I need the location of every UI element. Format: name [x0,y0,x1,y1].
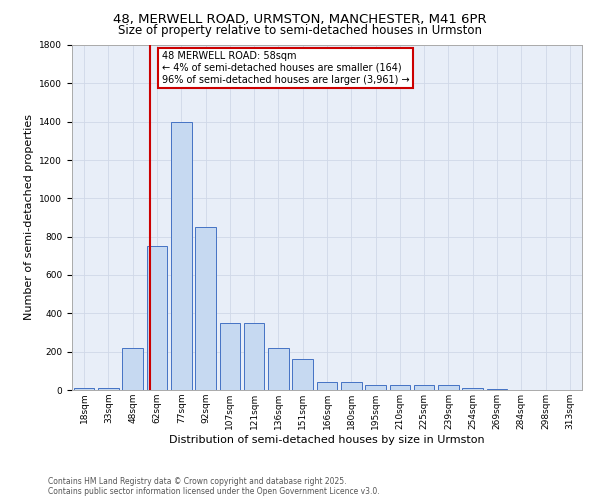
Bar [317,382,337,390]
Bar [365,385,386,390]
Bar [220,323,240,390]
Bar [74,388,94,390]
Bar [268,348,289,390]
Text: Size of property relative to semi-detached houses in Urmston: Size of property relative to semi-detach… [118,24,482,37]
Text: 48 MERWELL ROAD: 58sqm
← 4% of semi-detached houses are smaller (164)
96% of sem: 48 MERWELL ROAD: 58sqm ← 4% of semi-deta… [162,52,409,84]
Text: Contains HM Land Registry data © Crown copyright and database right 2025.
Contai: Contains HM Land Registry data © Crown c… [48,476,380,496]
Bar [171,122,191,390]
Bar [122,348,143,390]
Bar [463,388,483,390]
Bar [98,388,119,390]
Bar [438,385,459,390]
Bar [146,246,167,390]
Bar [341,382,362,390]
Bar [487,389,508,390]
Bar [414,385,434,390]
X-axis label: Distribution of semi-detached houses by size in Urmston: Distribution of semi-detached houses by … [169,434,485,444]
Bar [389,385,410,390]
Bar [244,323,265,390]
Text: 48, MERWELL ROAD, URMSTON, MANCHESTER, M41 6PR: 48, MERWELL ROAD, URMSTON, MANCHESTER, M… [113,12,487,26]
Bar [195,227,216,390]
Y-axis label: Number of semi-detached properties: Number of semi-detached properties [24,114,34,320]
Bar [292,360,313,390]
